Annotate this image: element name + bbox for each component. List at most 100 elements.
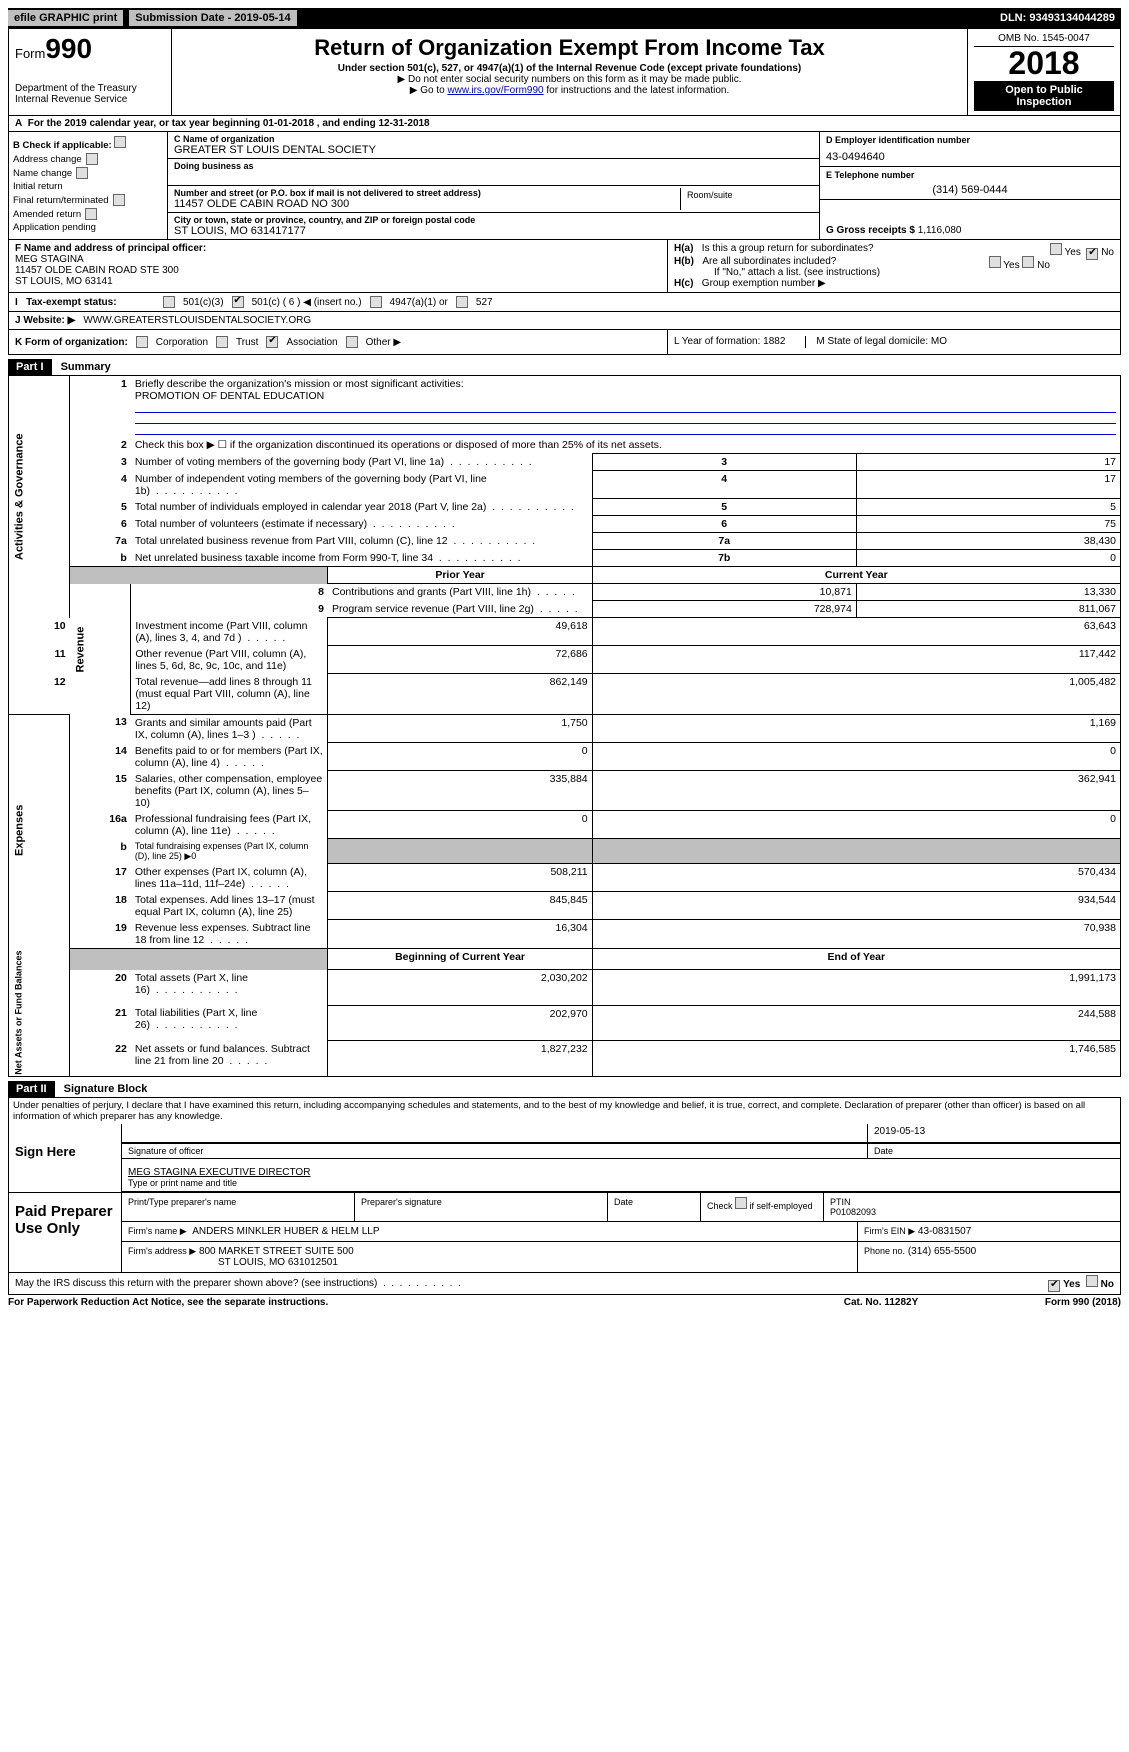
checkbox-icon[interactable] (136, 336, 148, 348)
paid-preparer-label: Paid Preparer Use Only (9, 1193, 122, 1272)
phone-label: E Telephone number (826, 170, 1114, 180)
line-a: A For the 2019 calendar year, or tax yea… (8, 116, 1121, 132)
form-title: Return of Organization Exempt From Incom… (178, 35, 961, 61)
final-return-label: Final return/terminated (13, 195, 109, 206)
officer-name-title: MEG STAGINA EXECUTIVE DIRECTOR (128, 1167, 310, 1178)
section-h: H(a) Is this a group return for subordin… (668, 240, 1120, 292)
phone-value: (314) 569-0444 (826, 184, 1114, 196)
underline (135, 413, 1116, 424)
checkbox-icon[interactable] (114, 136, 126, 148)
perjury-statement: Under penalties of perjury, I declare th… (8, 1097, 1121, 1124)
dba-label: Doing business as (174, 161, 813, 171)
goto-line: ▶ Go to www.irs.gov/Form990 for instruct… (178, 85, 961, 96)
checkbox-icon[interactable] (1086, 248, 1098, 260)
checkbox-icon[interactable] (1050, 243, 1062, 255)
section-j: J Website: ▶ WWW.GREATERSTLOUISDENTALSOC… (9, 311, 1120, 329)
gross-label: G Gross receipts $ (826, 225, 915, 236)
website-url: WWW.GREATERSTLOUISDENTALSOCIETY.ORG (83, 315, 311, 326)
form-subtitle: Under section 501(c), 527, or 4947(a)(1)… (178, 63, 961, 74)
section-i-tax-status: I Tax-exempt status: 501(c)(3) 501(c) ( … (9, 292, 1120, 311)
checkbox-icon[interactable] (370, 296, 382, 308)
firm-addr1: 800 MARKET STREET SUITE 500 (199, 1246, 354, 1257)
irs-link[interactable]: www.irs.gov/Form990 (447, 85, 543, 96)
officer-addr2: ST LOUIS, MO 63141 (15, 276, 113, 287)
efile-badge: efile GRAPHIC print (8, 10, 123, 26)
ein-label: D Employer identification number (826, 135, 1114, 145)
checkbox-icon[interactable] (1022, 256, 1034, 268)
vside-netassets: Net Assets or Fund Balances (9, 948, 70, 1077)
paid-preparer-section: Paid Preparer Use Only Print/Type prepar… (8, 1193, 1121, 1273)
firm-name: ANDERS MINKLER HUBER & HELM LLP (192, 1226, 379, 1237)
state-domicile: M State of legal domicile: MO (805, 336, 947, 348)
prior-year-header: Prior Year (328, 567, 592, 584)
org-name-label: C Name of organization (174, 134, 813, 144)
addr-value: 11457 OLDE CABIN ROAD NO 300 (174, 198, 680, 210)
amended-return-label: Amended return (13, 209, 81, 220)
top-bar: efile GRAPHIC print Submission Date - 20… (8, 8, 1121, 28)
checkbox-icon[interactable] (232, 296, 244, 308)
underline (135, 424, 1116, 435)
name-title-label: Type or print name and title (128, 1178, 237, 1188)
pra-notice: For Paperwork Reduction Act Notice, see … (8, 1297, 791, 1308)
dln: DLN: 93493134044289 (1000, 12, 1121, 24)
firm-addr2: ST LOUIS, MO 631012501 (218, 1257, 338, 1268)
checkbox-icon[interactable] (86, 153, 98, 165)
name-change-label: Name change (13, 168, 72, 179)
current-year-header: Current Year (592, 567, 1120, 584)
checkbox-icon[interactable] (1086, 1275, 1098, 1287)
firm-phone: (314) 655-5500 (908, 1246, 976, 1257)
section-b-to-g: B Check if applicable: Address change Na… (8, 132, 1121, 240)
checkbox-icon[interactable] (989, 256, 1001, 268)
part-i-header: Part I Summary (8, 355, 1121, 375)
section-d-e-g: D Employer identification number 43-0494… (819, 132, 1120, 239)
initial-return-label: Initial return (13, 181, 63, 192)
checkbox-icon[interactable] (346, 336, 358, 348)
officer-addr1: 11457 OLDE CABIN ROAD STE 300 (15, 265, 179, 276)
section-k-l-m: K Form of organization: Corporation Trus… (8, 330, 1121, 355)
irs-label: Internal Revenue Service (15, 94, 165, 105)
checkbox-icon[interactable] (456, 296, 468, 308)
city-value: ST LOUIS, MO 631417177 (174, 225, 813, 237)
checkbox-icon[interactable] (163, 296, 175, 308)
date-label: Date (868, 1144, 1120, 1158)
year-formation: L Year of formation: 1882 (674, 336, 785, 348)
checkbox-icon[interactable] (1048, 1280, 1060, 1292)
sign-here-section: Sign Here 2019-05-13 Signature of office… (8, 1124, 1121, 1193)
mission-text: PROMOTION OF DENTAL EDUCATION (135, 390, 324, 402)
form-header: Form990 Department of the Treasury Inter… (8, 28, 1121, 116)
section-f: F Name and address of principal officer:… (9, 240, 668, 292)
underline (135, 402, 1116, 413)
section-b: B Check if applicable: Address change Na… (9, 132, 168, 239)
footer-row: For Paperwork Reduction Act Notice, see … (8, 1295, 1121, 1310)
gross-value: 1,116,080 (918, 225, 962, 236)
sign-here-label: Sign Here (9, 1124, 122, 1192)
ssn-warning: ▶ Do not enter social security numbers o… (178, 74, 961, 85)
part-ii-header: Part II Signature Block (8, 1077, 1121, 1097)
form-number: Form990 (15, 33, 165, 65)
org-name: GREATER ST LOUIS DENTAL SOCIETY (174, 144, 813, 156)
checkbox-icon[interactable] (113, 194, 125, 206)
checkbox-icon[interactable] (76, 167, 88, 179)
addr-label: Number and street (or P.O. box if mail i… (174, 188, 680, 198)
checkbox-icon[interactable] (735, 1197, 747, 1209)
dept-treasury: Department of the Treasury (15, 83, 165, 94)
ptin-value: P01082093 (830, 1207, 876, 1217)
cat-no: Cat. No. 11282Y (791, 1297, 971, 1308)
checkbox-icon[interactable] (266, 336, 278, 348)
checkbox-icon[interactable] (216, 336, 228, 348)
section-f-h: F Name and address of principal officer:… (8, 240, 1121, 330)
checkbox-icon[interactable] (85, 208, 97, 220)
officer-name: MEG STAGINA (15, 254, 84, 265)
addr-change-label: Address change (13, 154, 82, 165)
firm-ein: 43-0831507 (918, 1226, 971, 1237)
vside-revenue: Revenue (70, 584, 131, 715)
summary-table: Activities & Governance 1 Briefly descri… (8, 375, 1121, 1077)
form-no-footer: Form 990 (2018) (971, 1297, 1121, 1308)
ein-value: 43-0494640 (826, 151, 1114, 163)
discuss-row: May the IRS discuss this return with the… (8, 1273, 1121, 1295)
room-suite-label: Room/suite (681, 188, 813, 210)
vside-governance: Activities & Governance (9, 376, 70, 618)
open-public-badge: Open to Public Inspection (974, 81, 1114, 111)
sig-officer-label: Signature of officer (122, 1144, 868, 1158)
sign-date: 2019-05-13 (868, 1124, 1120, 1142)
